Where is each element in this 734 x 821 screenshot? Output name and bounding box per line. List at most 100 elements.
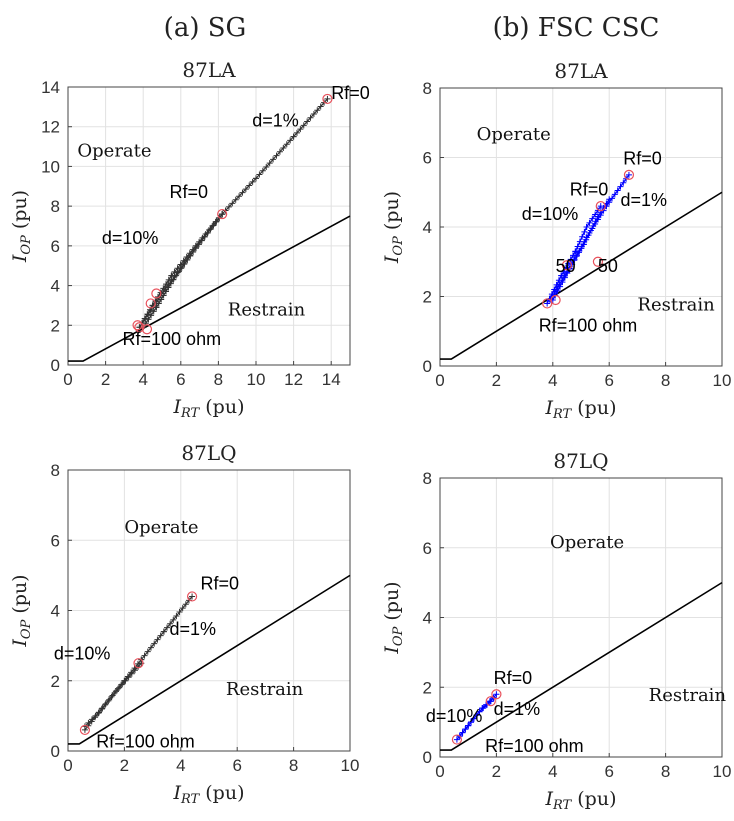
series-marker (586, 219, 593, 226)
series-marker (163, 281, 170, 288)
y-tick-label: 0 (423, 357, 432, 376)
column-title-b: (b) FSC CSC (493, 13, 660, 43)
series-marker (179, 605, 186, 612)
y-tick-label: 8 (423, 469, 432, 488)
series-marker (287, 137, 294, 144)
series-marker (587, 227, 594, 234)
series-marker (164, 624, 171, 631)
series-marker (473, 712, 480, 719)
y-tick-label: 4 (51, 277, 60, 296)
y-tick-label: 14 (41, 78, 60, 97)
plot-area (68, 87, 350, 365)
x-axis-label: IRT (pu) (172, 782, 244, 807)
series-marker (88, 716, 95, 723)
series-marker (213, 218, 220, 225)
data-circle (151, 288, 162, 299)
annotation-label: d=10% (102, 228, 159, 248)
y-tick-label: 6 (51, 237, 60, 256)
series-marker (590, 222, 597, 229)
data-circle (451, 734, 463, 745)
x-tick-label: 4 (138, 370, 147, 389)
series-marker (170, 276, 177, 283)
x-tick-label: 8 (661, 762, 670, 781)
series-marker (148, 312, 155, 319)
x-tick-label: 10 (713, 762, 732, 781)
series-marker (242, 186, 249, 193)
series-marker (625, 171, 632, 178)
series-marker (580, 241, 587, 248)
series-marker (559, 277, 566, 284)
data-circle (561, 260, 573, 271)
series-marker (462, 726, 469, 733)
series-marker (192, 244, 199, 251)
y-tick-label: 8 (51, 461, 60, 480)
chart-title: 87LA (554, 59, 608, 83)
series-marker (128, 670, 135, 677)
series-marker (297, 126, 304, 133)
series-marker (160, 285, 167, 292)
x-tick-label: 10 (247, 370, 266, 389)
series-marker (210, 222, 217, 229)
y-tick-label: 10 (41, 157, 60, 176)
x-tick-label: 12 (284, 370, 303, 389)
series-marker (207, 226, 214, 233)
series-marker (609, 195, 616, 202)
annotation-label: d=1% (252, 111, 299, 131)
x-tick-label: 4 (176, 756, 185, 775)
y-tick-label: 4 (423, 609, 432, 628)
series-marker (175, 268, 182, 275)
series-marker (187, 252, 194, 259)
annotation-label: Rf=0 (331, 83, 370, 103)
plot-frame (67, 86, 351, 366)
data-circle (79, 724, 91, 736)
data-circle (186, 591, 198, 602)
series-marker (99, 705, 106, 712)
data-circle (592, 256, 604, 267)
series-marker (204, 229, 211, 236)
chart-87lq-sg: 0 2 4 6 8 10 0 2 4 6 8 87LQ IRT (pu) IOP (pu) Rf=0 d=1%… (9, 441, 359, 807)
series-marker (606, 196, 613, 203)
series-marker (310, 111, 317, 118)
series-marker (470, 715, 477, 722)
series-marker (581, 228, 588, 235)
series-marker (157, 632, 164, 639)
y-tick-label: 6 (423, 539, 432, 558)
operate-label: Operate (550, 532, 624, 553)
y-tick-label: 2 (423, 288, 432, 307)
series-marker (290, 133, 297, 140)
series-marker (229, 200, 236, 207)
series-marker (96, 709, 103, 716)
series-marker (153, 304, 160, 311)
chart-87la-sg: 0 2 4 6 8 10 12 14 0 2 4 6 8 10 12 14 87LA IRT (pu) IOP (p… (9, 58, 370, 421)
chart-title: 87LA (182, 58, 236, 82)
x-tick-label: 14 (322, 370, 341, 389)
series-marker (219, 211, 226, 218)
characteristic-line (68, 574, 351, 745)
y-axis-label: IOP (pu) (9, 190, 34, 263)
x-tick-label: 8 (289, 756, 298, 775)
series-marker (573, 253, 580, 260)
series-marker (493, 691, 500, 698)
series-marker (232, 196, 239, 203)
series-marker (575, 249, 582, 256)
annotation-label: d=10% (426, 706, 483, 726)
series-marker (304, 118, 311, 125)
annotation-label: Rf=0 (570, 180, 609, 200)
operate-label: Operate (124, 517, 198, 538)
y-axis-label: IOP (pu) (381, 581, 406, 654)
series-marker (206, 226, 212, 233)
series-marker (556, 281, 563, 288)
y-tick-label: 6 (51, 531, 60, 550)
series-marker (280, 145, 287, 152)
data-circle (595, 201, 606, 212)
series-marker (173, 272, 180, 279)
series-marker (141, 652, 148, 659)
x-tick-label: 0 (435, 762, 444, 781)
series-marker (182, 601, 189, 608)
annotation-label: 50 (598, 256, 618, 276)
x-tick-label: 2 (492, 762, 501, 781)
x-tick-label: 4 (548, 371, 557, 390)
series-marker (106, 696, 113, 703)
restrain-label: Restrain (649, 685, 727, 706)
series-marker (479, 705, 486, 712)
